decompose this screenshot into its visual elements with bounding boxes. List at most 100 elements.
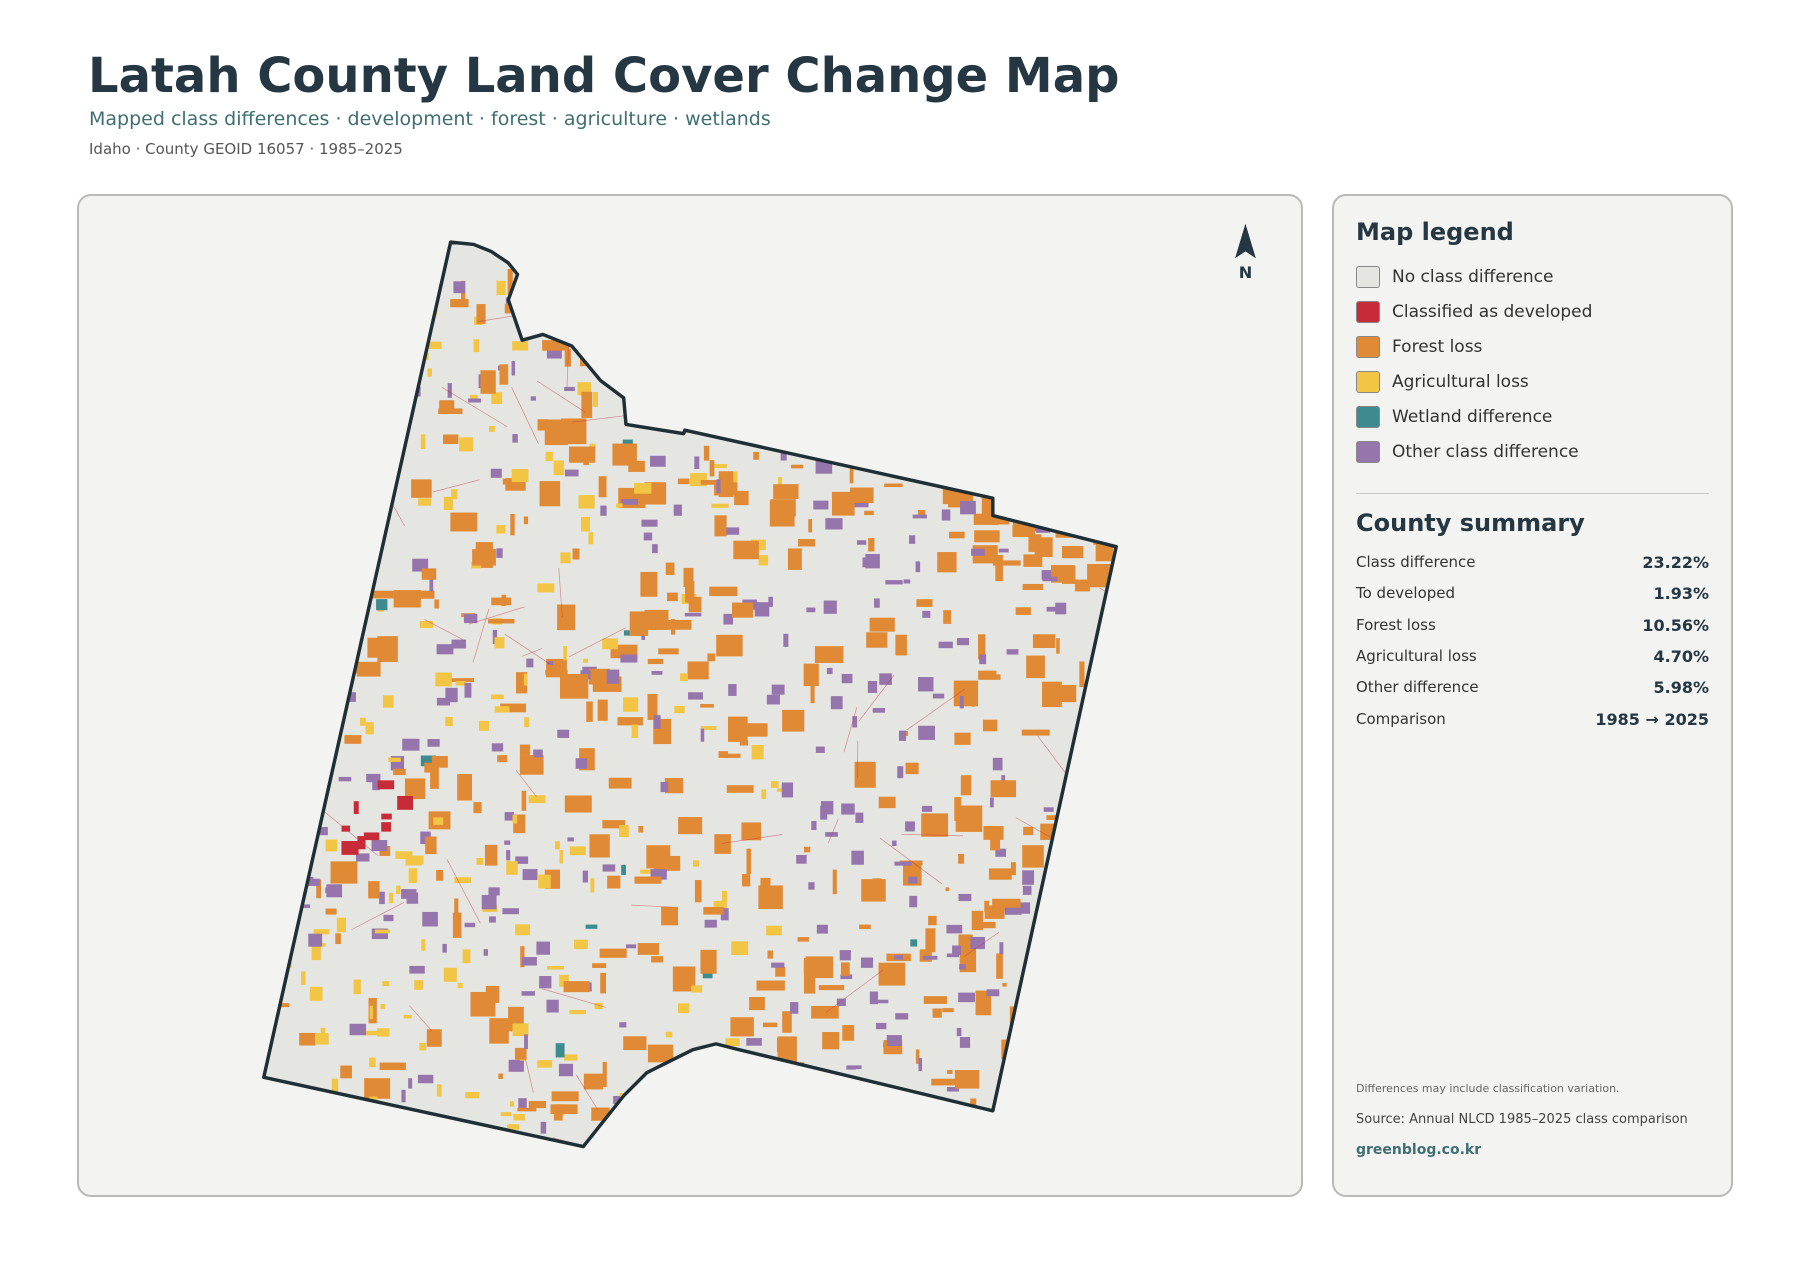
change-patch	[395, 851, 413, 859]
change-patch	[451, 639, 466, 649]
change-patch	[915, 561, 921, 573]
change-patch	[651, 670, 663, 675]
change-patch	[509, 1101, 514, 1107]
change-patch	[491, 597, 512, 606]
road-trace	[263, 769, 267, 787]
change-patch	[641, 634, 646, 640]
change-patch	[318, 826, 328, 836]
change-patch	[325, 908, 337, 915]
change-patch	[941, 387, 948, 395]
change-patch	[496, 280, 506, 296]
change-patch	[665, 562, 675, 575]
change-patch	[952, 945, 961, 955]
change-patch	[992, 256, 1019, 275]
change-patch	[512, 1023, 529, 1037]
change-patch	[877, 288, 884, 297]
change-patch	[776, 1037, 793, 1053]
change-patch	[960, 775, 972, 796]
road-trace	[409, 1005, 433, 1032]
change-patch	[864, 891, 875, 897]
change-patch	[1104, 284, 1117, 296]
change-patch	[574, 939, 588, 950]
change-patch	[644, 609, 669, 630]
change-patch	[602, 864, 616, 872]
change-patch	[1086, 849, 1101, 862]
change-patch	[886, 1035, 902, 1047]
change-patch	[810, 677, 815, 704]
change-patch	[1060, 862, 1073, 889]
change-patch	[496, 525, 506, 534]
change-patch	[701, 322, 707, 330]
change-patch	[559, 849, 564, 864]
change-patch	[417, 1074, 434, 1084]
change-patch	[971, 1129, 976, 1137]
change-patch	[308, 933, 323, 947]
change-patch	[376, 369, 394, 381]
change-patch	[888, 1103, 905, 1110]
change-patch	[533, 749, 543, 758]
change-patch	[564, 1054, 578, 1061]
change-patch	[1013, 319, 1020, 341]
change-patch	[774, 253, 779, 260]
change-patch	[1005, 1122, 1021, 1133]
change-patch	[551, 1091, 579, 1102]
change-patch	[709, 427, 720, 433]
change-patch	[603, 275, 621, 284]
change-patch	[319, 333, 326, 339]
change-patch	[553, 460, 565, 476]
change-patch	[473, 802, 482, 814]
change-patch	[727, 716, 748, 742]
change-patch	[381, 422, 397, 434]
change-patch	[326, 457, 335, 468]
change-patch	[1011, 1093, 1025, 1100]
change-patch	[1041, 1026, 1060, 1041]
change-patch	[564, 386, 575, 391]
change-patch	[380, 1003, 385, 1010]
road-trace	[511, 386, 539, 444]
change-patch	[634, 483, 652, 494]
change-patch	[697, 1049, 704, 1063]
road-trace	[432, 479, 480, 493]
change-patch	[1050, 503, 1068, 508]
change-patch	[744, 268, 756, 295]
change-patch	[1094, 385, 1110, 400]
change-patch	[1103, 1030, 1117, 1039]
change-patch	[559, 674, 589, 699]
site-link[interactable]: greenblog.co.kr	[1356, 1142, 1482, 1158]
change-patch	[1068, 838, 1094, 854]
footnote: Differences may include classification v…	[1356, 1082, 1620, 1095]
change-patch	[902, 264, 910, 278]
change-patch	[465, 1092, 480, 1099]
road-trace	[575, 1074, 599, 1111]
change-patch	[820, 801, 834, 815]
change-patch	[299, 467, 316, 476]
change-patch	[379, 1062, 406, 1071]
change-patch	[422, 911, 438, 927]
change-patch	[492, 629, 498, 645]
change-patch	[638, 346, 655, 357]
road-trace	[424, 619, 465, 641]
change-patch	[589, 834, 610, 858]
change-patch	[999, 942, 1004, 955]
change-patch	[931, 1078, 960, 1086]
change-patch	[369, 1005, 374, 1020]
change-patch	[982, 719, 998, 732]
change-patch	[408, 1078, 413, 1089]
change-patch	[811, 820, 817, 830]
change-patch	[1022, 583, 1044, 591]
change-patch	[892, 840, 897, 847]
change-patch	[351, 299, 359, 308]
change-patch	[498, 1073, 503, 1079]
legend-item: Classified as developed	[1356, 299, 1592, 325]
change-patch	[705, 1143, 729, 1147]
change-patch	[545, 451, 553, 462]
change-patch	[1043, 807, 1054, 812]
change-patch	[1058, 893, 1076, 906]
change-patch	[956, 1027, 962, 1037]
change-patch	[718, 751, 729, 758]
change-patch	[1030, 981, 1052, 997]
change-patch	[708, 271, 715, 276]
road-trace	[472, 608, 490, 663]
change-patch	[464, 922, 476, 928]
road-trace	[653, 297, 665, 327]
